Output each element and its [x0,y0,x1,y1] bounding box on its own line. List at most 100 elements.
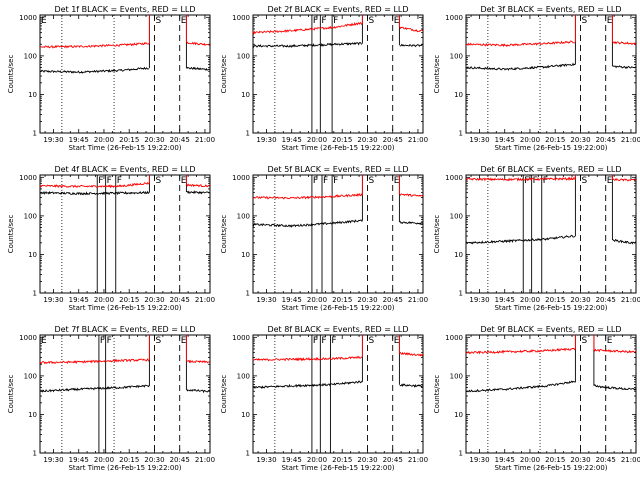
panel-title: Det 9f BLACK = Events, RED = LLD [480,325,621,334]
x-tick-label: 19:45 [69,136,89,144]
x-tick-label: 19:30 [469,456,489,464]
event-marker-label: S [581,336,587,346]
x-tick-label: 19:30 [256,456,276,464]
y-tick-label: 1000 [445,174,463,182]
event-marker-label: S [368,176,374,186]
event-marker-label: F [323,176,328,186]
series-line-events [399,43,423,48]
panel-title: Det 1f BLACK = Events, RED = LLD [54,5,195,14]
y-tick-label: 100 [24,52,37,60]
x-tick-label: 19:45 [495,456,515,464]
x-axis-label: Start Time (26-Feb-15 19:22:00) [494,464,607,472]
series-line-events [612,65,636,70]
plot-frame [252,174,424,294]
plot-frame [39,334,211,454]
event-marker-label: E [41,336,47,346]
series-line-lld [612,178,637,182]
x-axis-label: Start Time (26-Feb-15 19:22:00) [281,144,394,152]
event-marker-label: F [543,176,548,186]
y-tick-label: 10 [241,91,250,99]
event-marker-label: F [107,176,112,186]
series-line-lld [465,347,576,355]
x-tick-label: 20:15 [332,136,352,144]
series-line-events [593,384,637,391]
x-tick-label: 19:45 [282,136,302,144]
series-line-lld [186,41,210,47]
x-tick-label: 20:15 [545,136,565,144]
x-tick-label: 19:30 [256,136,276,144]
x-tick-label: 21:00 [195,296,215,304]
y-tick-label: 1000 [19,14,37,22]
x-tick-label: 20:00 [307,456,327,464]
x-tick-label: 21:00 [621,456,640,464]
x-tick-label: 21:00 [195,136,215,144]
event-marker-label: S [155,16,161,26]
x-tick-label: 20:30 [144,296,164,304]
y-tick-label: 100 [237,212,250,220]
series-line-lld [593,348,637,354]
panel-title: Det 8f BLACK = Events, RED = LLD [267,325,408,334]
y-tick-label: 100 [24,212,37,220]
series-line-events [39,384,150,393]
event-marker-label: F [321,336,326,346]
y-tick-label: 10 [28,251,37,259]
series-line-events [39,66,150,74]
y-axis-label: Counts/sec [433,215,441,254]
y-tick-label: 1 [33,450,37,458]
y-axis-label: Counts/sec [7,375,15,414]
x-tick-label: 20:30 [144,456,164,464]
x-tick-label: 19:45 [282,456,302,464]
x-tick-label: 20:00 [94,296,114,304]
y-tick-label: 1 [33,290,37,298]
event-marker-label: E [394,16,400,26]
event-marker-label: F [333,176,338,186]
y-tick-label: 1000 [445,334,463,342]
event-marker-label: F [333,16,338,26]
x-tick-label: 20:30 [570,136,590,144]
series-line-lld [252,21,363,35]
y-tick-label: 10 [454,411,463,419]
y-tick-label: 10 [28,411,37,419]
series-line-events [465,234,576,245]
x-tick-label: 21:00 [621,296,640,304]
plot-frame [465,174,637,294]
series-line-lld [612,41,637,46]
x-tick-label: 21:00 [408,136,428,144]
event-marker-label: F [313,16,318,26]
detector-panel-3: Det 3f BLACK = Events, RED = LLD 1 10 100 10… [433,5,640,152]
y-tick-label: 1000 [232,14,250,22]
event-marker-label: F [107,336,112,346]
x-tick-label: 20:00 [94,456,114,464]
y-tick-label: 1 [459,130,463,138]
y-tick-label: 1 [459,450,463,458]
event-marker-label: E [181,336,187,346]
plot-frame [465,334,637,454]
event-marker-label: E [181,176,187,186]
x-tick-label: 20:45 [170,296,190,304]
x-tick-label: 20:45 [596,456,616,464]
detector-panel-6: Det 6f BLACK = Events, RED = LLD 1 10 100 10… [433,165,640,312]
detector-panel-8: Det 8f BLACK = Events, RED = LLD 1 10 100 10… [220,325,428,472]
y-tick-label: 10 [241,411,250,419]
x-tick-label: 19:30 [256,296,276,304]
y-tick-label: 100 [237,52,250,60]
event-marker-label: E [394,176,400,186]
event-marker-label: S [155,176,161,186]
x-tick-label: 20:30 [357,136,377,144]
event-marker-label: F [313,176,318,186]
y-tick-label: 1000 [232,174,250,182]
event-marker-label: E [607,16,613,26]
plot-frame [39,174,211,294]
x-tick-label: 20:00 [94,136,114,144]
series-line-lld [465,176,576,182]
x-tick-label: 20:30 [570,456,590,464]
x-tick-label: 20:15 [545,456,565,464]
x-tick-label: 19:45 [495,136,515,144]
x-tick-label: 20:15 [332,296,352,304]
y-axis-label: Counts/sec [433,55,441,94]
event-marker-label: S [368,336,374,346]
x-tick-label: 20:30 [357,456,377,464]
detector-panel-2: Det 2f BLACK = Events, RED = LLD 1 10 100 10… [220,5,428,152]
y-tick-label: 10 [454,91,463,99]
series-line-lld [186,359,210,364]
